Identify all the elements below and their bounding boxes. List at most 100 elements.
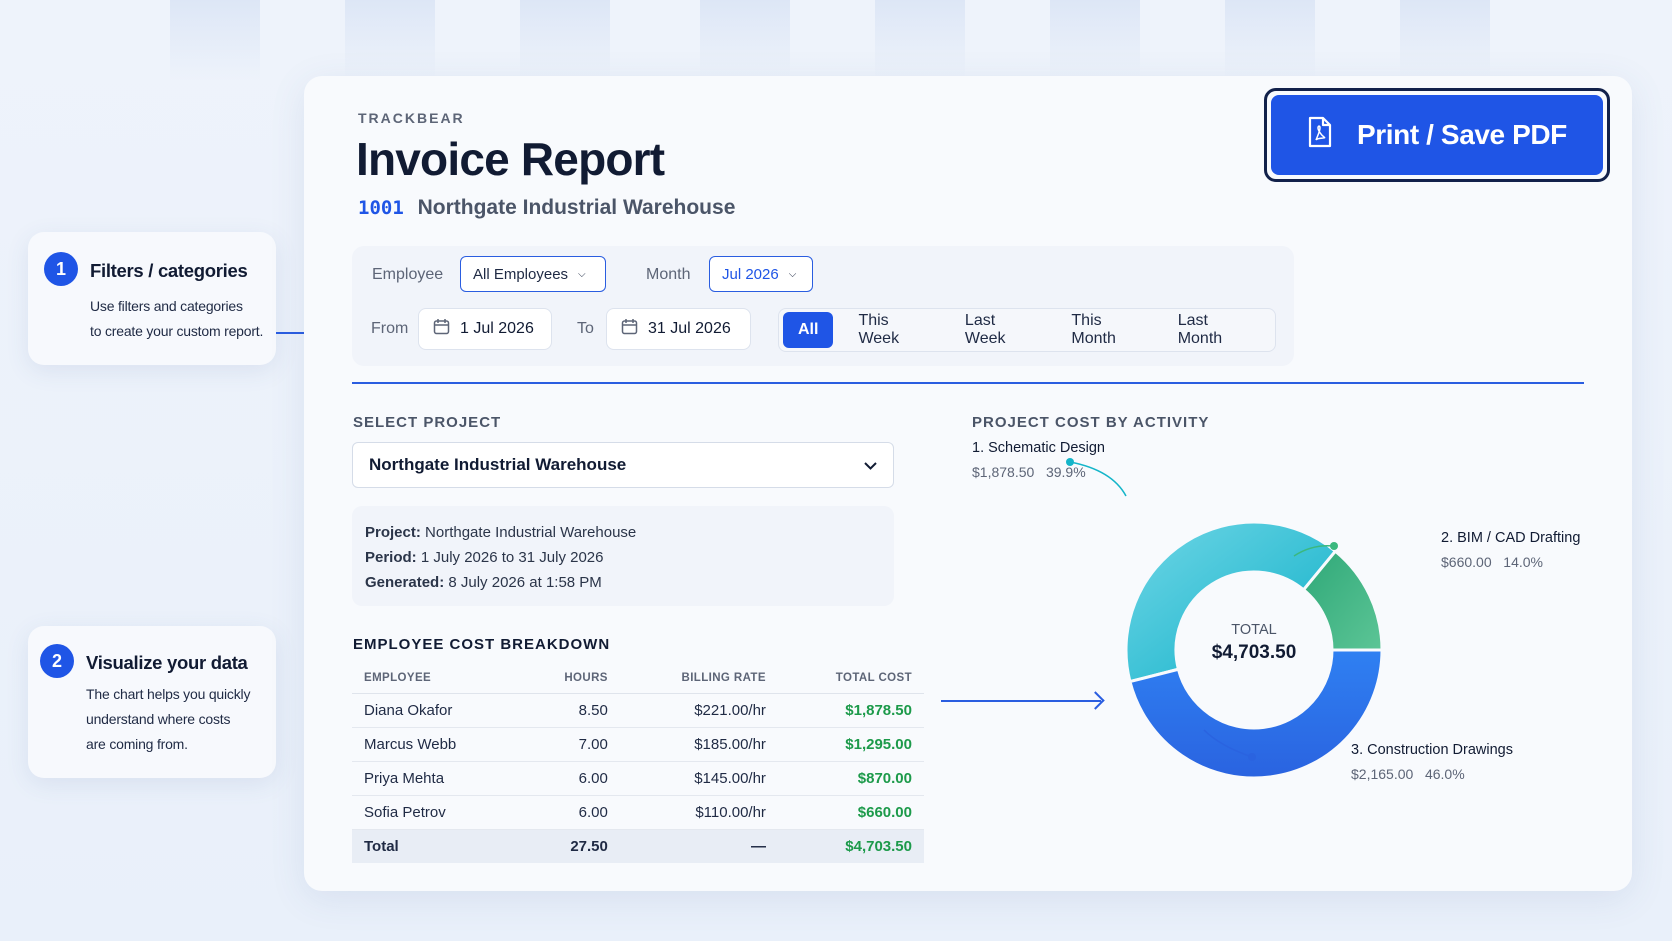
slice-label-name: 3. Construction Drawings [1351,742,1513,758]
callout-title: Visualize your data [86,652,248,673]
cost-breakdown-table: EMPLOYEE HOURS BILLING RATE TOTAL COST D… [352,663,924,863]
hours-cell: 6.00 [521,795,620,830]
total-rate-cell: — [619,829,778,863]
callout-title: Filters / categories [90,260,248,281]
table-row: Sofia Petrov 6.00 $110.00/hr $660.00 [352,795,924,830]
column-header: BILLING RATE [619,663,778,694]
total-cost-cell: $660.00 [777,795,924,830]
total-hours-cell: 27.50 [521,829,620,863]
info-value: 1 July 2026 to 31 July 2026 [420,549,604,566]
rate-cell: $145.00/hr [619,761,778,796]
slice-label-construction-drawings: 3. Construction Drawings $2,165.00 46.0% [1351,738,1513,786]
slice-label-bim-cad-drafting: 2. BIM / CAD Drafting $660.00 14.0% [1441,526,1580,574]
range-option-last-week[interactable]: Last Week [964,312,1006,347]
pdf-button-focus-ring: Print / Save PDF [1264,88,1610,182]
from-label: From [371,320,409,337]
chevron-down-icon: ⌵ [788,268,797,280]
table-row: Diana Okafor 8.50 $221.00/hr $1,878.50 [352,693,924,728]
calendar-icon [433,318,450,340]
slice-label-name: 2. BIM / CAD Drafting [1441,530,1581,546]
leader-line-construction-drawings [1203,729,1253,758]
info-key: Generated: [365,574,445,591]
employee-cell: Priya Mehta [352,761,522,796]
table-row: Priya Mehta 6.00 $145.00/hr $870.00 [352,761,924,796]
slice-label-value: $2,165.00 [1351,766,1414,782]
month-label: Month [646,266,691,283]
from-date-input[interactable]: 1 Jul 2026 [418,308,552,350]
range-option-this-month[interactable]: This Month [1071,312,1116,347]
range-option-this-week[interactable]: This Week [858,312,900,347]
total-cost-cell: $1,878.50 [777,693,924,728]
project-name: Northgate Industrial Warehouse [417,196,736,219]
section-divider [352,382,1584,384]
print-save-pdf-button[interactable]: Print / Save PDF [1271,95,1603,175]
total-cost-cell: $1,295.00 [777,727,924,762]
month-select[interactable]: Jul 2026 ⌵ [709,256,813,292]
project-code: 1001 [358,197,404,219]
arrow-icon [941,700,1101,702]
rate-cell: $185.00/hr [619,727,778,762]
employee-label: Employee [372,266,444,283]
hours-cell: 7.00 [521,727,620,762]
donut-center-value: $4,703.50 [1212,642,1297,663]
slice-schematic-design [1124,520,1338,684]
filter-panel: Employee All Employees ⌵ Month Jul 2026 … [352,246,1294,366]
chevron-down-icon [864,455,877,475]
leader-dot [1248,753,1256,761]
to-label: To [577,320,594,337]
select-project-heading: SELECT PROJECT [353,414,502,431]
leader-line-bim-cad-drafting [1293,544,1335,557]
step-number-badge: 1 [44,252,78,286]
callout-text-line: Use filters and categories [90,298,243,314]
project-info-box: Project: Northgate Industrial Warehouse … [352,506,894,606]
employee-select[interactable]: All Employees ⌵ [460,256,606,292]
range-option-all[interactable]: All [783,312,834,348]
project-select[interactable]: Northgate Industrial Warehouse [352,442,894,488]
callout-text-line: The chart helps you quickly [86,686,251,702]
date-range-segmented-control: All This Week Last Week This Month Last … [778,308,1276,352]
cost-breakdown-heading: EMPLOYEE COST BREAKDOWN [353,636,611,653]
total-cost-cell: $870.00 [777,761,924,796]
employee-cell: Sofia Petrov [352,795,522,830]
table-header-row: EMPLOYEE HOURS BILLING RATE TOTAL COST [352,663,924,694]
calendar-icon [621,318,638,340]
info-value: 8 July 2026 at 1:58 PM [448,574,602,591]
slice-bim-cad-drafting [1301,549,1384,652]
callout-visualize: 2 Visualize your data The chart helps yo… [28,626,276,778]
employee-cell: Diana Okafor [352,693,522,728]
hours-cell: 6.00 [521,761,620,796]
slice-label-value: $1,878.50 [972,464,1035,480]
chart-heading: PROJECT COST BY ACTIVITY [972,414,1210,431]
pdf-file-icon [1307,116,1333,155]
pdf-button-label: Print / Save PDF [1357,119,1567,150]
donut-center-label: TOTAL [1231,622,1276,638]
invoice-report-card: TRACKBEAR Invoice Report 1001 Northgate … [304,76,1632,891]
info-key: Period: [365,549,417,566]
hours-cell: 8.50 [521,693,620,728]
background-decoration [0,0,1672,80]
to-date-input[interactable]: 31 Jul 2026 [606,308,751,350]
info-value: Northgate Industrial Warehouse [425,524,637,541]
rate-cell: $221.00/hr [619,693,778,728]
column-header: EMPLOYEE [352,663,522,694]
chevron-down-icon: ⌵ [578,268,586,280]
from-date-value: 1 Jul 2026 [460,320,534,337]
total-label-cell: Total [352,829,522,863]
slice-label-value: $660.00 [1441,554,1492,570]
callout-filters: 1 Filters / categories Use filters and c… [28,232,276,365]
page-title: Invoice Report [356,133,665,185]
slice-construction-drawings [1128,648,1384,780]
employee-select-value: All Employees [473,265,569,283]
slice-label-percent: 46.0% [1424,766,1465,782]
project-select-value: Northgate Industrial Warehouse [369,455,627,474]
grand-total-cell: $4,703.50 [777,829,924,863]
info-key: Project: [365,524,421,541]
to-date-value: 31 Jul 2026 [648,320,731,337]
column-header: HOURS [521,663,620,694]
table-row: Marcus Webb 7.00 $185.00/hr $1,295.00 [352,727,924,762]
step-number-badge: 2 [40,644,74,678]
range-option-last-month[interactable]: Last Month [1177,312,1223,347]
slice-label-percent: 14.0% [1503,554,1543,570]
slice-label-percent: 39.9% [1045,464,1086,480]
slice-label-name: 1. Schematic Design [972,440,1105,456]
